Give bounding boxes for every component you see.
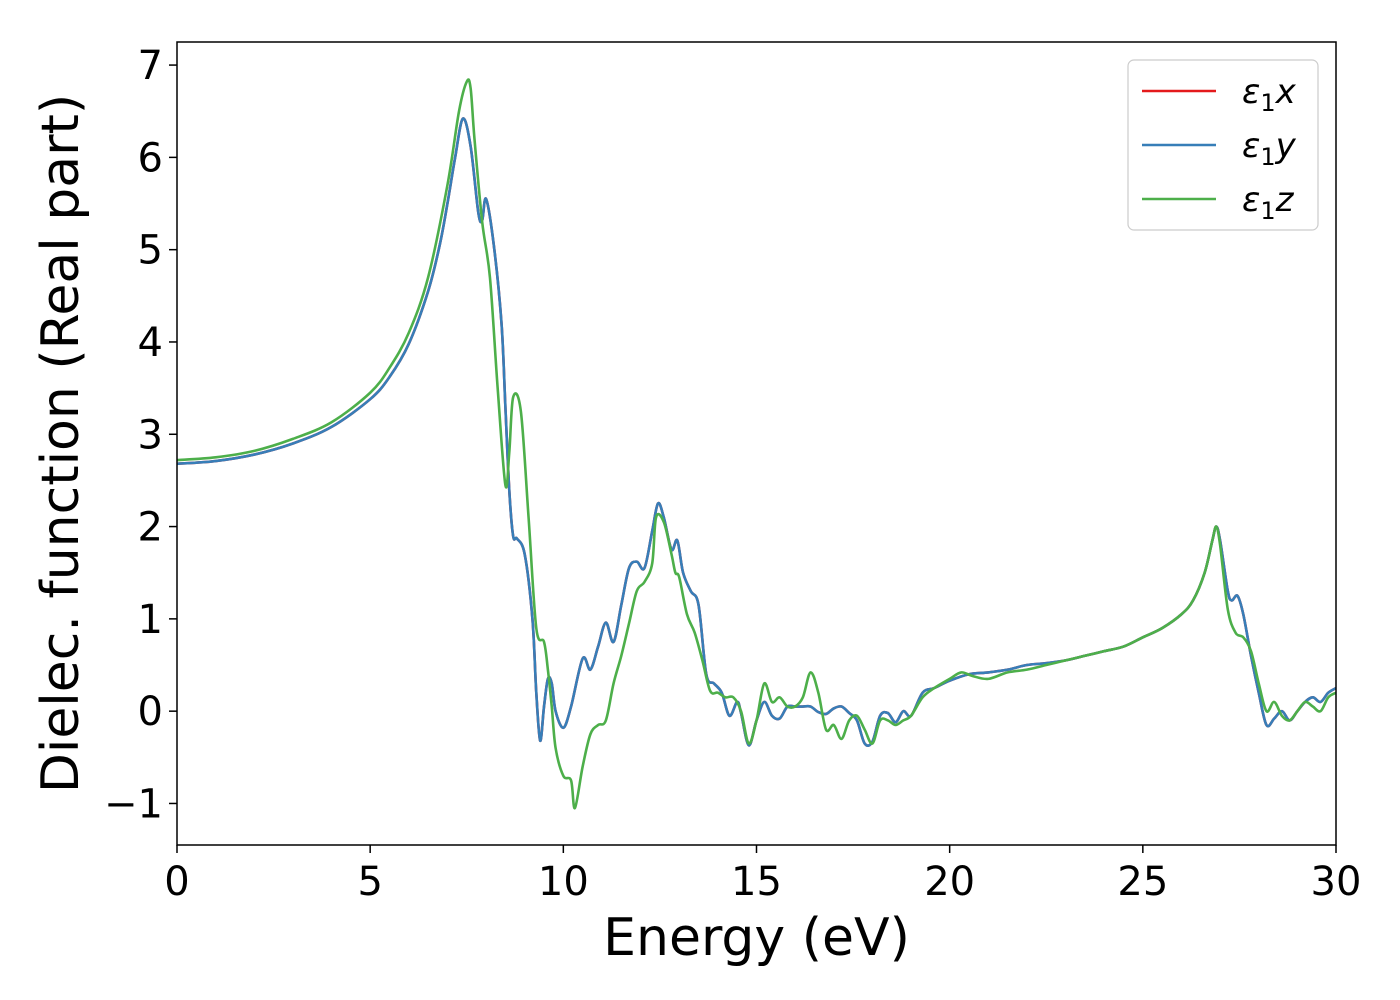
legend-entry-x: ε1x	[1142, 72, 1297, 117]
legend-label: ε1z	[1242, 180, 1295, 225]
y-axis-label: Dielec. function (Real part)	[31, 94, 91, 793]
y-tick-label: 6	[138, 135, 163, 181]
y-tick-label: 2	[138, 505, 163, 551]
x-tick-label: 5	[357, 859, 382, 905]
y-tick-label: 7	[138, 43, 163, 89]
legend-box	[1127, 59, 1319, 231]
x-tick-label: 0	[164, 859, 189, 905]
x-tick-label: 15	[731, 859, 782, 905]
y-tick-label: 3	[138, 412, 163, 458]
legend-label: ε1x	[1242, 72, 1297, 117]
x-tick-label: 25	[1117, 859, 1168, 905]
legend-entry-y: ε1y	[1142, 126, 1297, 171]
x-tick-label: 20	[924, 859, 975, 905]
y-tick-label: 1	[138, 597, 163, 643]
legend-label: ε1y	[1242, 126, 1297, 171]
x-tick-label: 10	[538, 859, 589, 905]
y-tick-label: −1	[104, 781, 163, 827]
y-tick-label: 0	[138, 689, 163, 735]
series-layer	[177, 78, 1336, 810]
legend: ε1x ε1y ε1z	[1127, 59, 1319, 231]
x-axis-label: Energy (eV)	[603, 908, 910, 968]
y-tick-label: 5	[138, 228, 163, 274]
y-tick-label: 4	[138, 320, 163, 366]
series-line-z	[177, 78, 1336, 810]
x-tick-label: 30	[1311, 859, 1362, 905]
legend-entry-z: ε1z	[1142, 180, 1295, 225]
